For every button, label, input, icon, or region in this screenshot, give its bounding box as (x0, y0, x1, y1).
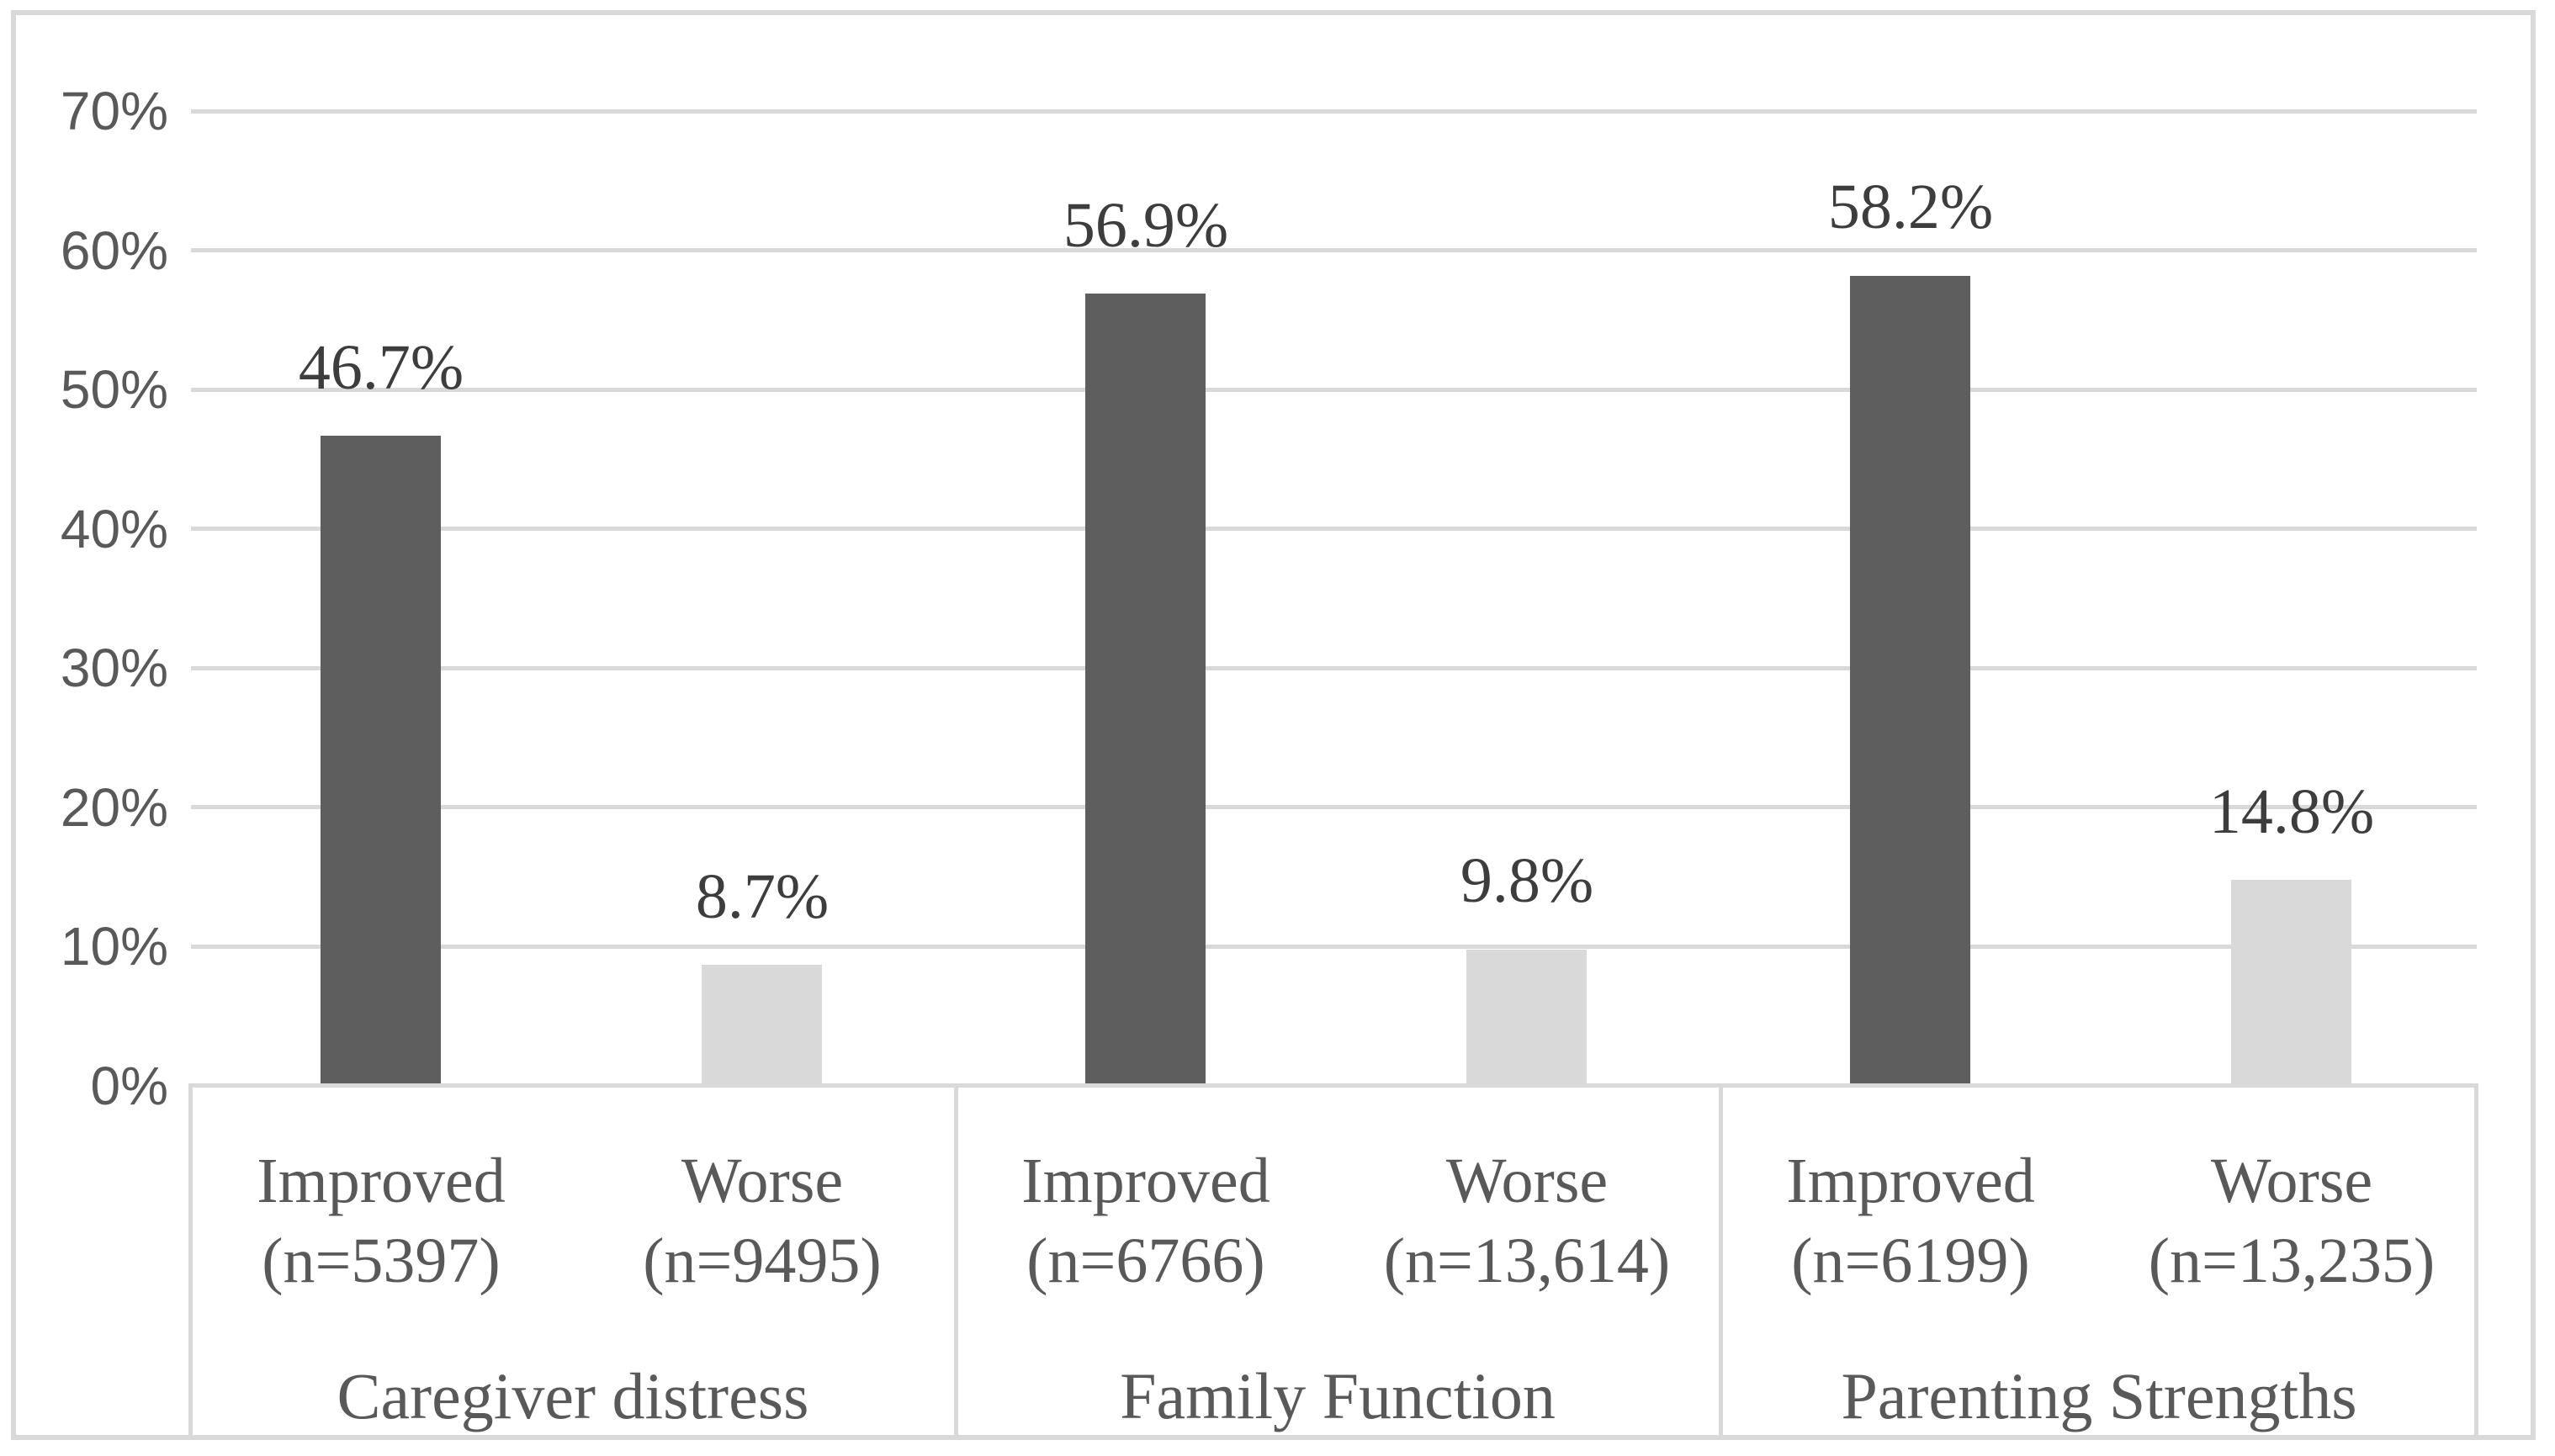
bar-parenting-strengths-improved (1850, 276, 1970, 1086)
category-n-line: (n=13,235) (2148, 1226, 2436, 1296)
gridline (191, 388, 2477, 392)
bar-family-function-improved (1085, 294, 1206, 1086)
category-n-line: (n=13,614) (1383, 1226, 1671, 1296)
data-label-family-worse: 9.8% (1460, 845, 1594, 916)
category-divider-1 (954, 1088, 958, 1436)
y-tick-label: 20% (60, 777, 168, 838)
category-label-line: Worse (2210, 1146, 2373, 1216)
category-divider-2 (1719, 1088, 1723, 1436)
category-axis-box (188, 1083, 2478, 1440)
category-label-line: Worse (1445, 1146, 1609, 1216)
gridline (191, 805, 2477, 809)
category-label-family-improved: Improved (n=6766) (885, 1141, 1407, 1301)
category-label-caregiver-improved: Improved (n=5397) (120, 1141, 642, 1301)
gridline (191, 945, 2477, 949)
y-tick-label: 60% (60, 220, 168, 281)
category-n-line: (n=6199) (1791, 1226, 2030, 1296)
category-label-parenting-improved: Improved (n=6199) (1650, 1141, 2171, 1301)
bar-caregiver-distress-improved (321, 436, 441, 1086)
data-label-family-improved: 56.9% (1063, 190, 1229, 261)
gridline (191, 248, 2477, 252)
data-label-parenting-improved: 58.2% (1827, 172, 1994, 242)
gridline (191, 527, 2477, 531)
bar-parenting-strengths-worse (2231, 880, 2351, 1086)
y-tick-label: 40% (60, 499, 168, 559)
bar-caregiver-distress-worse (702, 965, 822, 1086)
category-label-caregiver-worse: Worse (n=9495) (501, 1141, 1023, 1301)
group-label-parenting-strengths: Parenting Strengths (1841, 1359, 2357, 1432)
category-n-line: (n=6766) (1026, 1226, 1265, 1296)
data-label-parenting-worse: 14.8% (2208, 776, 2375, 847)
group-label-caregiver-distress: Caregiver distress (337, 1359, 809, 1432)
y-tick-label: 70% (60, 81, 168, 141)
y-tick-label: 10% (60, 916, 168, 977)
gridline (191, 666, 2477, 670)
category-n-line: (n=5397) (262, 1226, 501, 1296)
category-label-line: Improved (1786, 1146, 2035, 1216)
category-label-parenting-worse: Worse (n=13,235) (2031, 1141, 2552, 1301)
category-label-family-worse: Worse (n=13,614) (1266, 1141, 1788, 1301)
data-label-caregiver-worse: 8.7% (695, 861, 830, 932)
category-label-line: Improved (257, 1146, 506, 1216)
data-label-caregiver-improved: 46.7% (298, 332, 464, 403)
category-label-line: Improved (1021, 1146, 1270, 1216)
category-n-line: (n=9495) (643, 1226, 882, 1296)
gridline (191, 109, 2477, 114)
y-tick-label: 30% (60, 638, 168, 698)
category-label-line: Worse (681, 1146, 844, 1216)
bar-family-function-worse (1466, 950, 1587, 1086)
group-label-family-function: Family Function (1120, 1359, 1556, 1432)
y-tick-label: 50% (60, 359, 168, 420)
y-tick-label: 0% (90, 1056, 169, 1116)
